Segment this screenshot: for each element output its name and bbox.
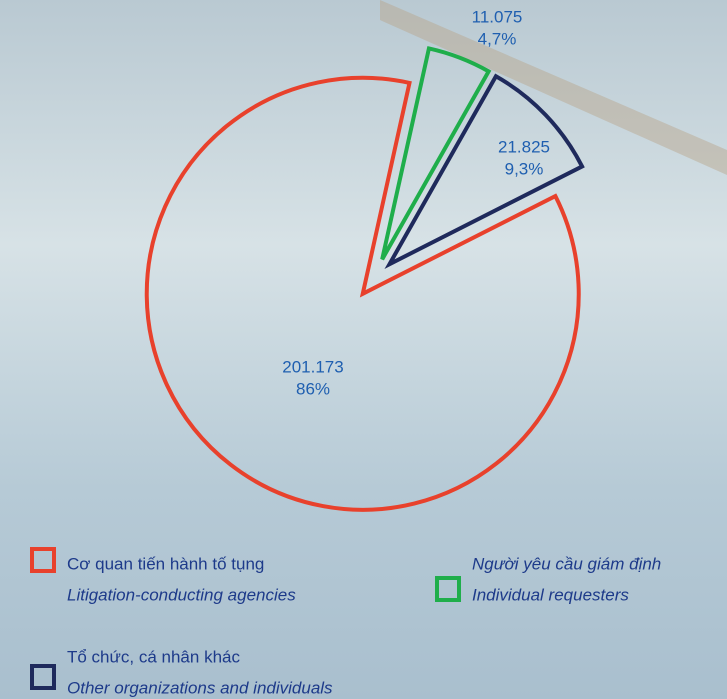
value-label: 21.825 <box>498 137 550 156</box>
legend-label-en: Litigation-conducting agencies <box>67 585 296 604</box>
percent-label: 4,7% <box>478 29 517 48</box>
legend-label-en: Other organizations and individuals <box>67 678 333 697</box>
percent-label: 86% <box>296 379 330 398</box>
legend-swatch <box>30 664 56 690</box>
legend-swatch <box>435 576 461 602</box>
legend-label: Tổ chức, cá nhân khác <box>67 647 240 666</box>
legend-swatch <box>30 547 56 573</box>
pie-slice <box>380 46 492 261</box>
legend-label-en: Individual requesters <box>472 585 629 604</box>
legend-label: Cơ quan tiến hành tố tụng <box>67 554 264 573</box>
pie-slice <box>144 75 581 512</box>
legend-label: Người yêu cầu giám định <box>472 554 661 573</box>
pie-slice <box>384 73 585 269</box>
percent-label: 9,3% <box>505 159 544 178</box>
value-label: 11.075 <box>472 7 523 26</box>
bridge <box>380 0 727 175</box>
value-label: 201.173 <box>282 357 343 376</box>
